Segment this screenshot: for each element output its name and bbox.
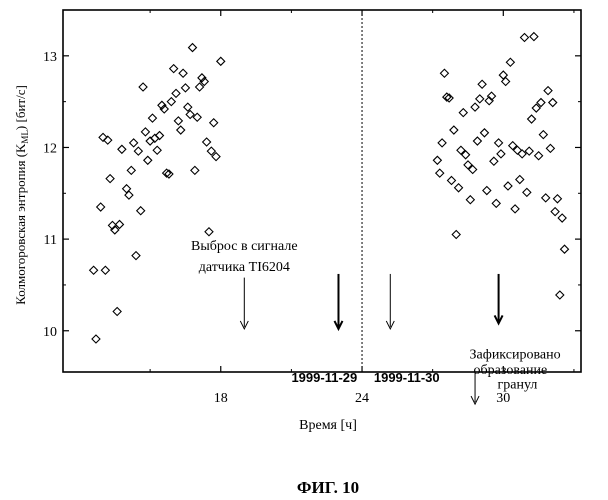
- data-point: [542, 194, 550, 202]
- data-point: [551, 208, 559, 216]
- data-point: [130, 139, 138, 147]
- data-point: [139, 83, 147, 91]
- data-point: [203, 138, 211, 146]
- data-point: [483, 187, 491, 195]
- annotation-text: гранул: [498, 377, 538, 392]
- data-point: [476, 95, 484, 103]
- data-point: [492, 199, 500, 207]
- data-point: [118, 145, 126, 153]
- data-point: [436, 169, 444, 177]
- data-point: [106, 175, 114, 183]
- data-point: [471, 103, 479, 111]
- data-point: [523, 188, 531, 196]
- data-point: [101, 266, 109, 274]
- y-tick-label: 13: [43, 50, 57, 65]
- data-point: [181, 84, 189, 92]
- data-point: [153, 146, 161, 154]
- x-tick-label: 18: [214, 391, 228, 406]
- data-point: [440, 69, 448, 77]
- data-point: [495, 139, 503, 147]
- data-point: [528, 115, 536, 123]
- annotation-text: образование: [474, 363, 548, 378]
- data-point: [148, 114, 156, 122]
- data-point: [134, 147, 142, 155]
- data-point: [504, 182, 512, 190]
- data-point: [141, 128, 149, 136]
- data-point: [97, 203, 105, 211]
- x-tick-label: 30: [496, 391, 510, 406]
- data-point: [179, 69, 187, 77]
- data-point: [167, 98, 175, 106]
- x-axis-label: Время [ч]: [299, 418, 357, 433]
- data-point: [544, 87, 552, 95]
- date-label: 1999-11-29: [291, 370, 357, 385]
- data-point: [556, 291, 564, 299]
- data-point: [553, 195, 561, 203]
- data-point: [433, 156, 441, 164]
- date-label: 1999-11-30: [374, 370, 440, 385]
- data-point: [177, 126, 185, 134]
- data-point: [539, 131, 547, 139]
- data-point: [127, 166, 135, 174]
- data-point: [113, 308, 121, 316]
- data-point: [516, 176, 524, 184]
- plot-area: 10 11 12 13 18 24 30 Выброс в сигнале датчика TI…: [43, 10, 581, 406]
- data-point: [473, 137, 481, 145]
- data-point: [558, 214, 566, 222]
- data-point: [535, 152, 543, 160]
- data-point: [466, 196, 474, 204]
- data-point: [137, 207, 145, 215]
- data-point: [144, 156, 152, 164]
- data-point: [205, 228, 213, 236]
- data-point: [438, 139, 446, 147]
- y-tick-label: 10: [43, 325, 57, 340]
- x-tick-label: 24: [355, 391, 369, 406]
- data-point: [191, 166, 199, 174]
- data-point: [530, 33, 538, 41]
- annotation-text: Зафиксировано: [470, 347, 561, 362]
- data-point: [520, 33, 528, 41]
- annotation-text: Выброс в сигнале: [191, 239, 298, 254]
- data-point: [455, 184, 463, 192]
- data-point: [170, 65, 178, 73]
- data-point: [217, 57, 225, 65]
- data-point: [210, 119, 218, 127]
- data-point: [497, 150, 505, 158]
- data-point: [549, 99, 557, 107]
- data-point: [546, 144, 554, 152]
- data-point: [448, 176, 456, 184]
- data-point: [561, 245, 569, 253]
- y-tick-label: 11: [44, 233, 57, 248]
- plot-frame: [63, 10, 581, 372]
- data-point: [480, 129, 488, 137]
- data-point: [506, 58, 514, 66]
- data-point: [478, 80, 486, 88]
- annotation-text: датчика TI6204: [199, 260, 290, 275]
- data-point: [90, 266, 98, 274]
- data-point: [459, 109, 467, 117]
- data-point: [174, 117, 182, 125]
- data-point: [450, 126, 458, 134]
- data-point: [184, 103, 192, 111]
- data-point: [452, 231, 460, 239]
- data-point: [132, 252, 140, 260]
- y-axis-label: Колмогоровская энтропия (KML) [бит/с]: [13, 85, 30, 305]
- data-point: [511, 205, 519, 213]
- data-point: [172, 89, 180, 97]
- data-point: [490, 157, 498, 165]
- data-point: [92, 335, 100, 343]
- y-tick-label: 12: [43, 141, 57, 156]
- data-point: [189, 44, 197, 52]
- figure-caption: ФИГ. 10: [297, 478, 359, 497]
